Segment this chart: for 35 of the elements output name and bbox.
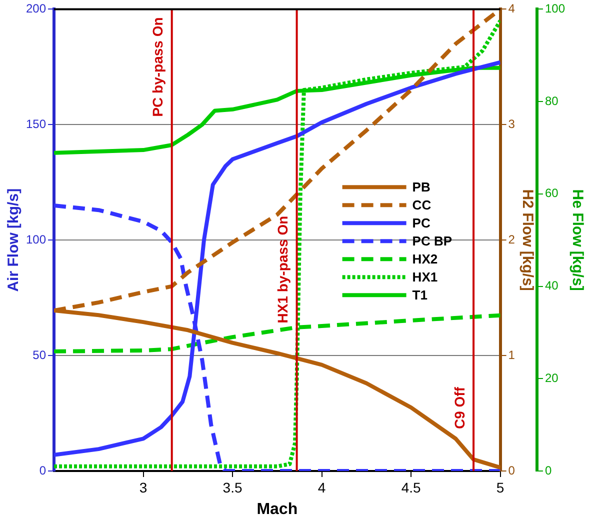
ref-line-label: PC by-pass On (150, 17, 166, 117)
y2-axis-title: H2 Flow [kg/s] (518, 189, 536, 291)
y-tick-label: 100 (26, 232, 46, 246)
ref-line-label: C9 Off (451, 386, 468, 429)
y3-tick-label: 0 (544, 463, 552, 478)
y2-tick-label: 4 (508, 2, 516, 16)
legend-label: CC (412, 198, 432, 213)
x-axis-title: Mach (256, 500, 298, 518)
legend-label: PC (412, 216, 431, 231)
x-tick-label: 3 (139, 479, 148, 496)
legend-label: PB (412, 180, 430, 195)
x-tick-label: 5 (496, 479, 504, 496)
y-tick-label: 0 (39, 463, 46, 478)
y3-tick-label: 20 (544, 370, 559, 385)
y-axis-title: Air Flow [kg/s] (5, 188, 22, 292)
y3-axis-title: He Flow [kg/s] (568, 189, 586, 291)
y-tick-label: 50 (32, 348, 46, 362)
y-tick-label: 150 (26, 116, 46, 131)
legend-label: PC BP (412, 234, 452, 249)
y3-tick-label: 60 (544, 186, 559, 200)
y3-tick-label: 80 (544, 94, 559, 108)
y2-tick-label: 2 (508, 232, 516, 246)
x-tick-label: 4 (318, 479, 326, 496)
x-tick-label: 3.5 (222, 479, 242, 496)
x-tick-label: 4.5 (401, 479, 421, 496)
y3-tick-label: 100 (544, 2, 566, 16)
legend-label: HX2 (412, 252, 438, 267)
y2-tick-label: 3 (508, 116, 516, 131)
y-tick-label: 200 (26, 2, 46, 16)
y2-tick-label: 0 (508, 463, 516, 478)
legend-label: T1 (412, 288, 428, 303)
ref-line-label: HX1 by-pass On (274, 216, 291, 324)
y3-tick-label: 40 (544, 278, 559, 293)
legend-label: HX1 (412, 270, 438, 285)
y2-tick-label: 1 (508, 348, 516, 362)
